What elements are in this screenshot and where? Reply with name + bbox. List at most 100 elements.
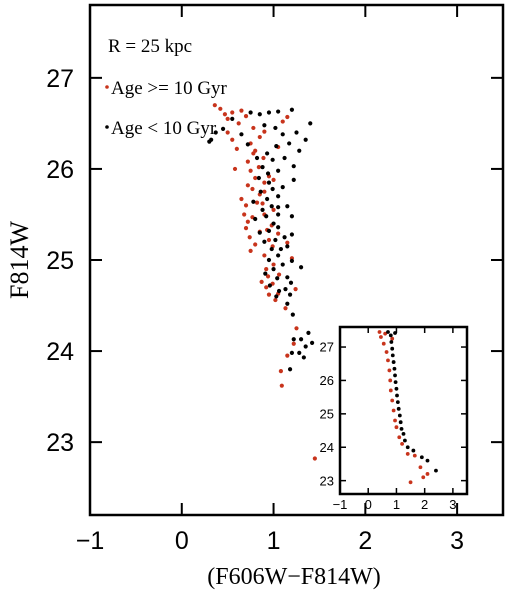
main-point-s0-42 <box>250 186 255 192</box>
main-y-ticks: 23 24 25 26 27 <box>46 65 503 457</box>
main-point-s0-20 <box>271 262 276 267</box>
main-point-s0-9 <box>283 306 288 311</box>
main-point-s1-68 <box>220 126 226 131</box>
main-point-s1-8 <box>291 337 296 342</box>
main-point-s0-70 <box>243 114 249 119</box>
inset-y-ticks: 23 24 25 26 27 <box>320 340 467 488</box>
inset-point-s1-0 <box>434 468 438 473</box>
inset-point-s1-15 <box>393 373 397 378</box>
main-point-s0-10 <box>273 297 278 303</box>
inset-y-tick-label-2: 25 <box>320 407 334 422</box>
main-point-s1-78 <box>245 142 250 147</box>
main-point-s0-36 <box>271 207 276 213</box>
main-point-s0-31 <box>243 226 249 231</box>
inset-point-s1-10 <box>396 406 401 411</box>
main-point-s0-44 <box>262 180 267 185</box>
main-point-s1-34 <box>266 228 272 233</box>
inset-point-s0-12 <box>388 388 393 393</box>
inset-point-s1-19 <box>390 346 395 351</box>
main-point-s0-73 <box>242 212 247 217</box>
main-point-s1-33 <box>257 230 262 235</box>
main-point-s1-45 <box>265 196 270 202</box>
main-point-s0-38 <box>254 200 260 205</box>
main-point-s0-0 <box>312 456 317 461</box>
main-point-s0-63 <box>225 116 230 121</box>
main-point-s1-75 <box>289 107 295 112</box>
main-point-s1-23 <box>289 258 295 264</box>
main-point-s0-19 <box>264 267 269 272</box>
y-axis-label: F814W <box>5 221 34 299</box>
main-y-tick-label-2: 25 <box>46 247 74 275</box>
inset-point-s0-2 <box>425 472 430 476</box>
main-point-s1-20 <box>263 271 268 276</box>
inset-x-tick-label-3: 2 <box>421 497 428 512</box>
main-point-s0-61 <box>236 121 241 126</box>
main-point-s1-69 <box>273 125 278 131</box>
main-point-s0-26 <box>285 240 290 245</box>
main-y-tick-label-4: 27 <box>46 65 74 93</box>
main-point-s0-68 <box>212 103 217 108</box>
inset-point-s0-17 <box>381 341 386 346</box>
main-point-s0-56 <box>230 137 235 142</box>
inset-point-s1-13 <box>394 386 399 391</box>
inset-y-tick-label-4: 27 <box>320 340 334 355</box>
main-point-s0-72 <box>271 177 276 182</box>
main-point-s0-29 <box>276 231 281 236</box>
main-point-s1-11 <box>290 312 295 317</box>
main-point-s1-79 <box>239 132 244 137</box>
main-x-tick-label-0: −1 <box>76 527 105 555</box>
main-point-s0-50 <box>245 159 250 164</box>
inset-background <box>340 327 467 494</box>
main-point-s1-74 <box>276 109 281 114</box>
main-point-s0-49 <box>256 165 261 170</box>
inset-point-s1-5 <box>403 438 407 443</box>
inset-point-s0-13 <box>388 378 393 383</box>
main-point-s1-56 <box>291 164 296 169</box>
main-x-tick-label-2: 1 <box>267 527 281 555</box>
main-point-s0-71 <box>253 148 258 153</box>
main-point-s1-48 <box>270 186 275 192</box>
main-points <box>207 103 357 461</box>
main-point-s1-3 <box>301 355 306 360</box>
main-point-s1-4 <box>289 350 295 355</box>
main-point-s0-69 <box>230 110 235 115</box>
inset-point-s1-6 <box>401 431 406 436</box>
inset-point-s0-21 <box>390 336 395 341</box>
main-point-s0-75 <box>260 201 265 206</box>
main-point-s1-82 <box>287 292 293 297</box>
inset-point-s0-4 <box>412 453 417 458</box>
main-point-s0-5 <box>278 369 283 374</box>
inset-plot-frame <box>338 325 469 496</box>
main-point-s1-52 <box>256 175 261 181</box>
main-x-tick-label-4: 3 <box>450 527 464 555</box>
x-axis-label: (F606W−F814W) <box>207 564 381 590</box>
main-point-s1-65 <box>294 130 299 135</box>
main-point-s1-73 <box>266 110 272 115</box>
inset-point-s1-18 <box>390 353 395 358</box>
main-point-s0-18 <box>276 272 282 277</box>
main-point-s1-43 <box>285 204 290 209</box>
main-point-s0-53 <box>234 146 239 151</box>
inset-points <box>377 330 438 485</box>
inset-point-s0-20 <box>383 331 388 336</box>
main-point-s1-32 <box>289 232 295 237</box>
inset-point-s0-14 <box>387 368 392 373</box>
inset-x-tick-label-1: 0 <box>365 497 372 512</box>
main-x-tick-label-3: 2 <box>358 527 372 555</box>
inset-point-s1-11 <box>395 400 400 405</box>
main-point-s1-62 <box>287 141 292 146</box>
main-point-s1-16 <box>267 283 272 288</box>
main-point-s0-60 <box>251 125 256 131</box>
main-point-s1-81 <box>298 265 304 270</box>
inset-point-s1-7 <box>399 426 404 431</box>
main-point-s1-64 <box>280 132 285 137</box>
main-point-s1-13 <box>274 294 279 299</box>
main-point-s1-54 <box>276 168 281 173</box>
main-point-s0-62 <box>280 119 285 124</box>
main-point-s1-30 <box>273 237 278 243</box>
main-point-s1-22 <box>280 262 285 267</box>
inset-point-s1-2 <box>419 455 424 460</box>
main-point-s0-48 <box>232 166 238 172</box>
main-point-s1-19 <box>275 276 280 281</box>
inset-point-s0-11 <box>390 398 395 403</box>
